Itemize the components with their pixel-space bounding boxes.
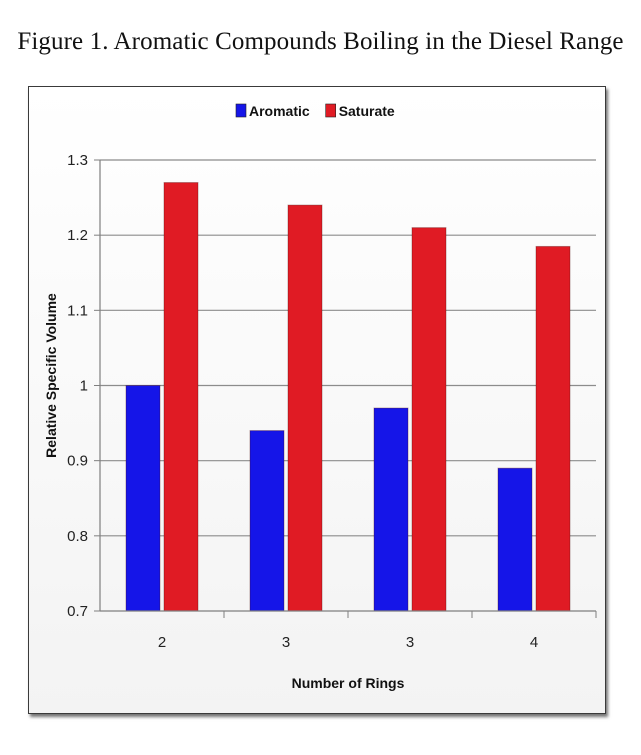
figure-title: Figure 1. Aromatic Compounds Boiling in … [17, 28, 624, 55]
legend-swatch-saturate [325, 103, 336, 118]
bar-saturate [163, 182, 199, 612]
y-tick-label: 0.8 [67, 528, 88, 545]
y-tick-label: 1.2 [67, 227, 88, 244]
axes: 0.7 0.8 0.9 1 1.1 1.2 1.3 2 3 3 4 [67, 152, 597, 651]
legend-label-saturate: Saturate [339, 103, 395, 119]
bar-aromatic [373, 407, 409, 612]
x-tick-label: 3 [406, 634, 414, 651]
bar-aromatic [125, 385, 161, 612]
bar-aromatic [249, 430, 285, 612]
bars [125, 182, 571, 612]
x-tick-label: 2 [158, 634, 166, 651]
legend: Aromatic Saturate [235, 103, 395, 119]
bar-saturate [535, 245, 571, 612]
legend-swatch-aromatic [235, 103, 247, 118]
y-tick-label: 1.1 [67, 302, 88, 319]
y-axis-title: Relative Specific Volume [43, 293, 59, 458]
y-tick-label: 1 [80, 378, 88, 395]
x-tick-label: 4 [530, 634, 538, 651]
bar-saturate [287, 204, 323, 612]
y-tick-label: 1.3 [67, 152, 88, 169]
legend-label-aromatic: Aromatic [249, 103, 310, 119]
x-tick-label: 3 [282, 634, 290, 651]
y-tick-label: 0.9 [67, 453, 88, 470]
bar-aromatic [497, 467, 533, 612]
y-tick-label: 0.7 [67, 603, 88, 620]
bar-saturate [411, 227, 447, 612]
x-axis-title: Number of Rings [292, 675, 405, 691]
